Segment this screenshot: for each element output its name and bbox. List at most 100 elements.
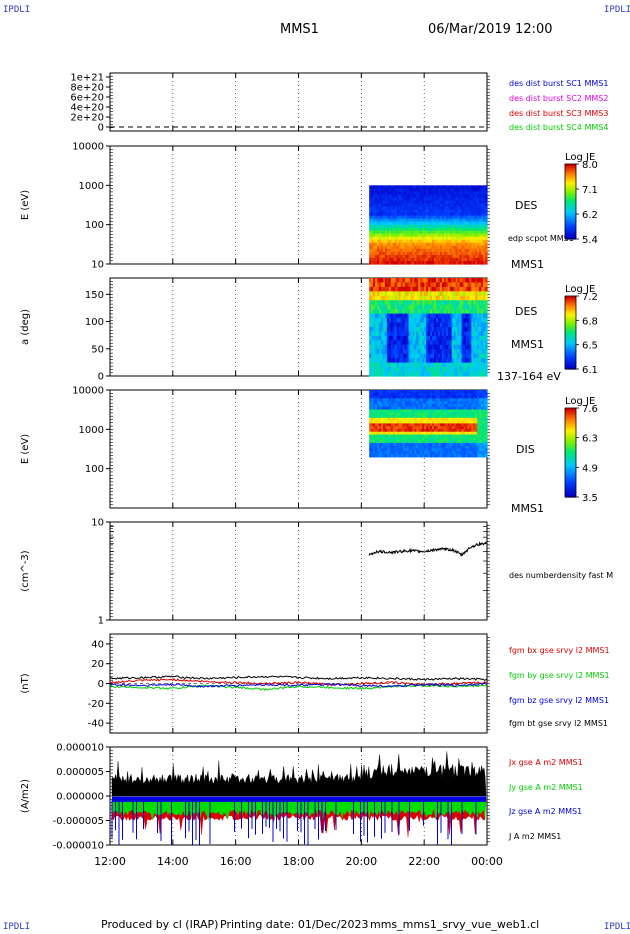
spectrogram-cell xyxy=(416,236,419,241)
spectrogram-cell xyxy=(473,401,476,405)
spectrogram-cell xyxy=(455,185,459,189)
spectrogram-cell xyxy=(426,358,429,364)
spectrogram-cell xyxy=(451,434,455,438)
spectrogram-cell xyxy=(412,309,415,315)
spectrogram-cell xyxy=(404,251,408,256)
spectrogram-cell xyxy=(418,442,421,447)
spectrogram-cell xyxy=(435,304,439,310)
spectrogram-cell xyxy=(428,335,431,341)
spectrogram-cell xyxy=(377,344,380,350)
spectrogram-cell xyxy=(455,358,459,364)
spectrogram-cell xyxy=(483,218,486,223)
footer-credit: Produced by cl (IRAP) xyxy=(101,918,219,931)
spectrogram-cell xyxy=(379,221,382,226)
spectrogram-cell xyxy=(461,362,465,368)
spectrogram-cell xyxy=(375,224,378,229)
spectrogram-cell xyxy=(404,448,408,452)
spectrogram-cell xyxy=(437,188,441,192)
spectrogram-cell xyxy=(479,417,482,422)
spectrogram-cell xyxy=(471,392,474,397)
spectrogram-cell xyxy=(471,415,474,419)
spectrogram-cell xyxy=(406,390,410,394)
spectrogram-cell xyxy=(437,221,441,226)
spectrogram-cell xyxy=(375,442,378,447)
spectrogram-cell xyxy=(479,431,482,436)
spectrogram-cell xyxy=(416,412,419,416)
spectrogram-cell xyxy=(412,282,415,288)
spectrogram-cell xyxy=(412,313,415,319)
spectrogram-cell xyxy=(477,398,480,402)
spectrogram-cell xyxy=(430,188,433,192)
spectrogram-cell xyxy=(455,313,459,319)
y-tick-label: 50 xyxy=(91,344,104,355)
spectrogram-cell xyxy=(388,257,392,262)
spectrogram-cell xyxy=(428,423,431,427)
spectrogram-cell xyxy=(377,309,380,315)
spectrogram-cell xyxy=(426,353,429,359)
spectrogram-cell xyxy=(449,392,453,397)
spectrogram-cell xyxy=(485,398,488,402)
spectrogram-cell xyxy=(418,251,421,256)
spectrogram-cell xyxy=(485,291,488,297)
spectrogram-cell xyxy=(428,248,431,253)
spectrogram-cell xyxy=(432,304,435,310)
time-tick-label: 18:00 xyxy=(283,855,315,868)
spectrogram-cell xyxy=(394,206,398,211)
spectrogram-cell xyxy=(404,191,408,196)
spectrogram-cell xyxy=(459,437,463,441)
spectrogram-cell xyxy=(388,362,392,368)
spectrogram-cell xyxy=(375,417,378,422)
spectrogram-cell xyxy=(481,371,484,377)
spectrogram-cell xyxy=(435,206,439,211)
spectrogram-cell xyxy=(404,322,408,328)
spectrogram-cell xyxy=(449,260,453,265)
spectrogram-cell xyxy=(465,239,468,244)
spectrogram-cell xyxy=(410,395,413,399)
spectrogram-cell xyxy=(416,437,419,441)
spectrogram-cell xyxy=(433,406,437,411)
spectrogram-cell xyxy=(455,440,459,444)
spectrogram-cell xyxy=(485,188,488,192)
spectrogram-cell xyxy=(459,230,463,235)
spectrogram-cell xyxy=(406,197,410,202)
spectrogram-cell xyxy=(439,440,443,444)
spectrogram-cell xyxy=(449,224,453,229)
spectrogram-cell xyxy=(459,236,463,241)
spectrogram-cell xyxy=(485,327,488,333)
spectrogram-cell xyxy=(469,218,472,223)
spectrogram-cell xyxy=(449,367,453,373)
spectrogram-cell xyxy=(485,230,488,235)
spectrogram-cell xyxy=(439,344,443,350)
spectrogram-cell xyxy=(481,304,484,310)
spectrogram-cell xyxy=(420,254,423,259)
spectrogram-cell xyxy=(479,335,482,341)
spectrogram-cell xyxy=(455,448,459,452)
spectrogram-cell xyxy=(371,254,374,259)
spectrogram-cell xyxy=(437,412,441,416)
spectrogram-cell xyxy=(481,291,484,297)
spectrogram-cell xyxy=(398,309,402,315)
spectrogram-cell xyxy=(373,185,376,189)
spectrogram-cell xyxy=(428,251,431,256)
spectrogram-cell xyxy=(451,209,455,214)
spectrogram-cell xyxy=(422,248,425,253)
spectrogram-cell xyxy=(445,197,449,202)
spectrogram-cell xyxy=(426,239,429,244)
spectrogram-cell xyxy=(467,248,470,253)
spectrogram-cell xyxy=(424,390,427,394)
spectrogram-cell xyxy=(396,194,400,199)
spectrogram-cell xyxy=(481,239,484,244)
spectrogram-cell xyxy=(396,203,400,208)
spectrogram-cell xyxy=(441,426,445,430)
spectrogram-cell xyxy=(386,245,390,250)
spectrogram-cell xyxy=(449,344,453,350)
spectrogram-cell xyxy=(437,254,441,259)
spectrogram-cell xyxy=(402,309,406,315)
spectrogram-cell xyxy=(382,409,386,413)
panel-label-scpot: edp scpot MMS1 xyxy=(508,234,574,243)
spectrogram-cell xyxy=(386,437,390,441)
spectrogram-cell xyxy=(386,278,390,284)
spectrogram-cell xyxy=(373,209,376,214)
spectrogram-cell xyxy=(445,434,449,438)
spectrogram-cell xyxy=(379,401,382,405)
